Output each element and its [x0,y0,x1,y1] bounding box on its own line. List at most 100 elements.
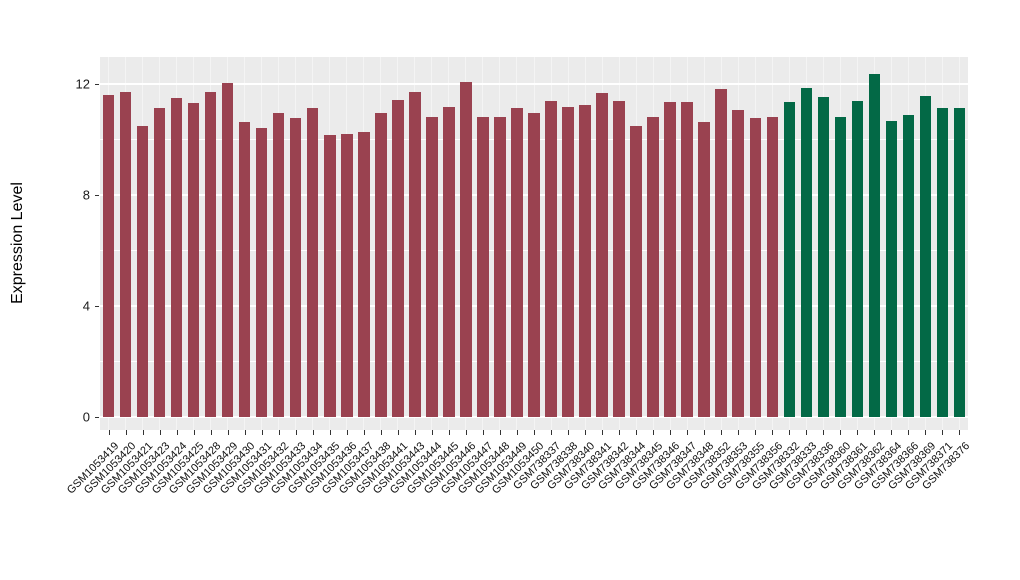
x-tick-mark [142,430,144,435]
bar [681,101,693,417]
x-tick-mark [857,430,859,435]
x-tick-mark [721,430,723,435]
gridline-major [100,415,968,418]
x-tick-mark [261,430,263,435]
x-tick-mark [738,430,740,435]
x-tick-mark [363,430,365,435]
y-tick-label: 4 [82,298,90,314]
bar [460,81,472,417]
bar [119,91,132,417]
x-tick-mark [244,430,246,435]
bar [494,117,506,417]
bar [715,89,727,417]
x-tick-mark [789,430,791,435]
bar [800,88,813,417]
y-tick-label: 12 [75,76,90,92]
x-tick-mark [823,430,825,435]
bar [306,108,319,417]
x-tick-mark [176,430,178,435]
bar [426,116,438,417]
bar [613,100,625,417]
bar [902,115,915,417]
x-tick-mark [704,430,706,435]
bar [885,120,898,417]
plot-panel [100,57,968,430]
x-tick-mark [619,430,621,435]
bar [919,95,932,417]
x-tick-mark [585,430,587,435]
gridline-major [100,82,968,85]
bar [936,107,949,417]
bar [511,107,523,417]
bar [562,107,574,417]
x-tick-mark [687,430,689,435]
y-tick-mark [95,194,99,196]
bar [817,96,830,417]
bar [477,117,489,417]
x-tick-mark [210,430,212,435]
x-tick-mark [908,430,910,435]
x-tick-mark [499,430,501,435]
bar [136,125,149,417]
bar [341,133,353,417]
x-tick-mark [278,430,280,435]
bar [272,113,285,417]
x-tick-mark [551,430,553,435]
bar [375,112,387,417]
x-tick-mark [329,430,331,435]
bar [324,134,336,417]
x-tick-mark [159,430,161,435]
x-tick-mark [516,430,518,435]
x-tick-mark [874,430,876,435]
y-tick-label: 8 [82,187,90,203]
x-tick-mark [295,430,297,435]
y-tick-mark [95,83,99,85]
x-tick-mark [568,430,570,435]
bar [153,107,166,417]
bar [783,101,796,417]
x-tick-mark [925,430,927,435]
bar [698,122,710,417]
x-tick-mark [891,430,893,435]
x-tick-mark [448,430,450,435]
x-tick-mark [397,430,399,435]
bar [749,118,761,417]
bar [766,117,779,417]
bar [170,98,183,417]
x-tick-mark [465,430,467,435]
bar [238,122,251,417]
x-tick-mark [431,430,433,435]
x-tick-mark [534,430,535,435]
x-tick-mark [380,430,382,435]
bar [255,127,268,417]
x-tick-mark [806,430,808,435]
bar [221,83,234,417]
bar [834,116,847,417]
x-tick-mark [125,430,127,435]
bar [630,125,642,417]
bar [204,91,217,417]
bar [579,105,591,417]
bar [664,101,676,417]
bar [289,118,302,417]
x-tick-mark [653,430,655,435]
bar [358,131,370,417]
x-tick-mark [482,430,484,435]
bar [409,92,421,417]
x-tick-mark [414,430,416,435]
bar [868,74,881,417]
x-tick-mark [772,430,774,435]
bar [953,107,966,417]
y-tick-label: 0 [82,409,90,425]
bar [102,95,115,417]
bar [392,100,404,417]
x-tick-mark [942,430,944,435]
y-axis-title: Expression Level [9,182,26,304]
x-tick-mark [227,430,229,435]
x-tick-mark [959,430,961,435]
bar [187,102,200,417]
bar [647,117,659,417]
y-tick-mark [95,416,99,418]
x-tick-mark [636,430,638,435]
